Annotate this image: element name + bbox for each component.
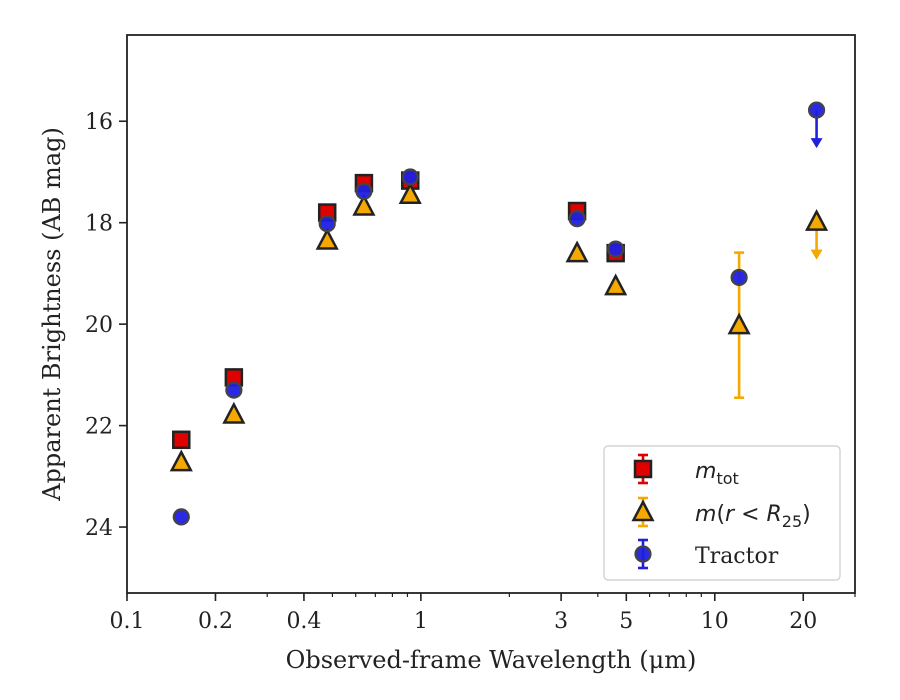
x-tick-label: 0.2 <box>198 609 233 634</box>
point-circle <box>318 215 336 233</box>
series-triangle <box>169 182 829 472</box>
point-triangle <box>222 401 246 424</box>
x-tick-label: 0.4 <box>286 609 321 634</box>
point-circle <box>730 268 748 287</box>
legend-marker-square <box>633 459 653 479</box>
series-layer <box>169 101 829 526</box>
x-tick-label: 20 <box>789 609 817 634</box>
y-tick-label: 20 <box>85 313 113 338</box>
point-triangle-upper-limit-arrow-head <box>810 249 823 260</box>
x-tick-label: 5 <box>619 609 633 634</box>
point-triangle <box>604 273 628 296</box>
point-circle <box>355 182 373 200</box>
point-triangle <box>352 193 376 216</box>
series-circle <box>172 101 826 526</box>
y-tick-label: 24 <box>85 516 113 541</box>
point-circle <box>401 168 419 186</box>
legend-label-m-r25: m(r < R25) <box>695 502 811 531</box>
y-axis: 16 18 20 22 24 <box>85 110 127 541</box>
x-tick-label: 3 <box>554 609 568 634</box>
legend-marker-circle <box>634 545 652 563</box>
point-triangle <box>398 182 422 205</box>
point-circle-upper-limit-arrow-head <box>810 138 823 149</box>
point-circle <box>225 381 243 399</box>
point-triangle <box>315 227 339 250</box>
y-tick-label: 18 <box>85 212 113 237</box>
plot-frame <box>126 34 856 594</box>
point-square <box>172 430 191 450</box>
y-axis-title: Apparent Brightness (AB mag) <box>38 127 66 502</box>
point-circle <box>607 240 625 258</box>
x-tick-label: 1 <box>414 609 428 634</box>
legend-label-tractor: Tractor <box>695 544 779 569</box>
point-triangle <box>804 208 829 231</box>
point-circle <box>568 210 586 228</box>
point-triangle <box>169 449 193 472</box>
series-square <box>172 171 625 450</box>
point-triangle <box>565 240 589 263</box>
point-circle <box>807 101 826 119</box>
point-circle <box>172 508 190 526</box>
legend-marker-triangle <box>631 499 655 522</box>
legend: mtot m(r < R25) Tractor <box>603 445 841 581</box>
x-tick-label: 0.1 <box>110 609 145 634</box>
plot-area <box>126 34 856 594</box>
x-axis-title: Observed-frame Wavelength (μm) <box>286 646 697 674</box>
point-triangle <box>727 312 751 335</box>
legend-label-mtot: mtot <box>695 459 739 488</box>
x-axis: 0.1 0.2 0.4 1 3 5 10 20 <box>110 593 856 634</box>
x-tick-label: 10 <box>701 609 729 634</box>
y-tick-label: 22 <box>85 415 113 440</box>
legend-box <box>603 445 841 581</box>
y-tick-label: 16 <box>85 110 113 135</box>
